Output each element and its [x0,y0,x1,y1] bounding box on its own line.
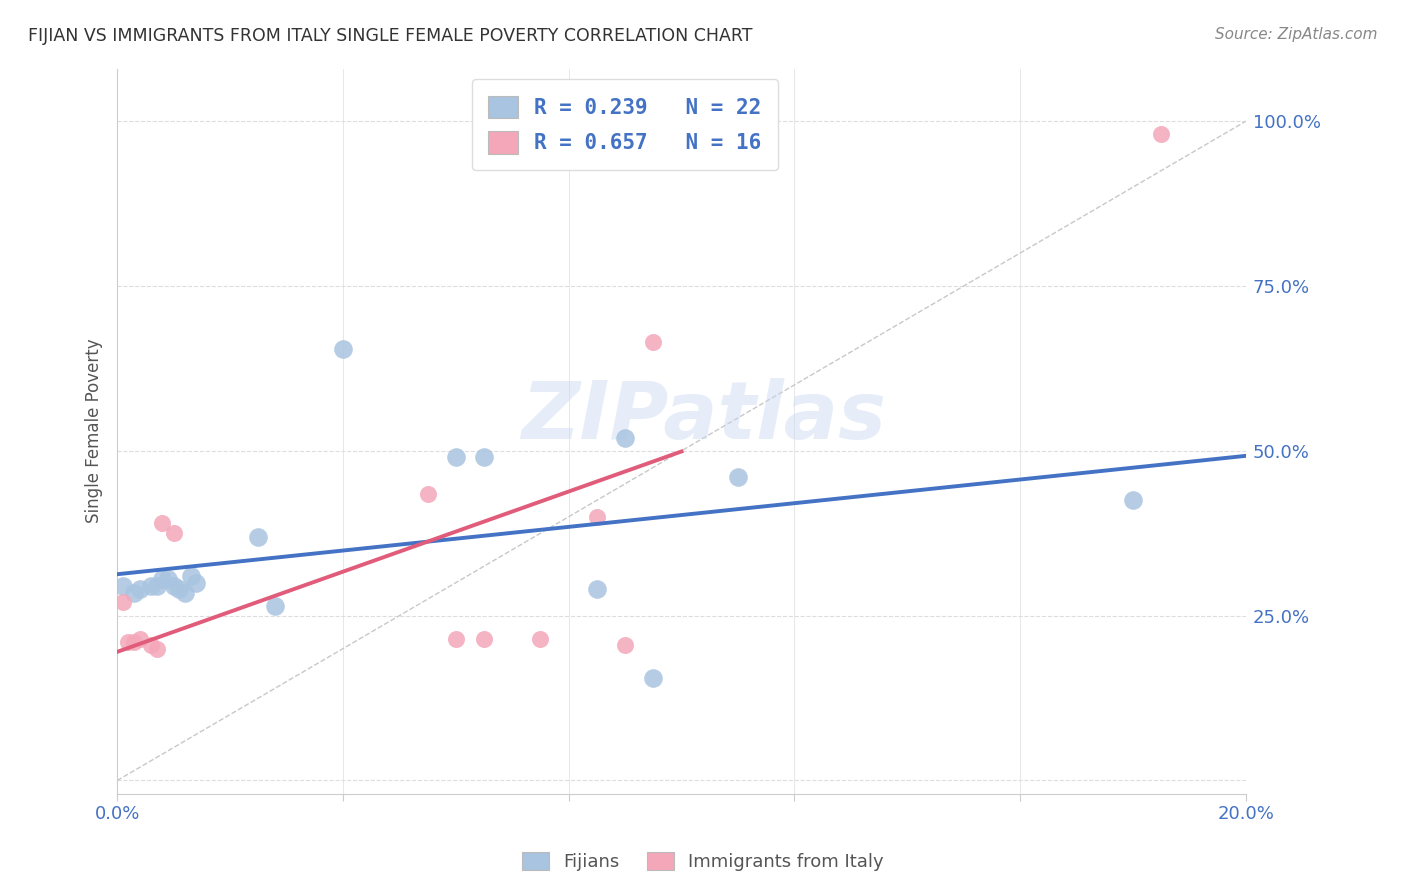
Point [128,632,150,646]
Legend: R = 0.239   N = 22, R = 0.657   N = 16: R = 0.239 N = 22, R = 0.657 N = 16 [472,78,779,170]
Point [1122,493,1144,508]
Point [614,638,637,652]
Point [444,450,467,465]
Text: Source: ZipAtlas.com: Source: ZipAtlas.com [1215,27,1378,42]
Point [150,573,173,587]
Point [167,582,190,597]
Point [585,582,607,597]
Point [264,599,287,613]
Point [139,579,162,593]
Point [247,530,270,544]
Point [122,635,145,649]
Point [150,516,173,531]
Point [111,579,134,593]
Point [186,575,208,590]
Text: ZIPatlas: ZIPatlas [522,377,887,456]
Point [174,585,197,599]
Point [585,509,607,524]
Point [145,641,167,656]
Point [128,582,150,597]
Y-axis label: Single Female Poverty: Single Female Poverty [86,339,103,524]
Point [111,595,134,609]
Point [529,632,551,646]
Point [614,431,637,445]
Point [472,632,495,646]
Point [643,671,665,685]
Point [162,526,184,541]
Point [444,632,467,646]
Point [472,450,495,465]
Point [156,573,179,587]
Point [727,470,749,484]
Point [180,569,202,583]
Point [1150,128,1173,142]
Point [139,638,162,652]
Text: FIJIAN VS IMMIGRANTS FROM ITALY SINGLE FEMALE POVERTY CORRELATION CHART: FIJIAN VS IMMIGRANTS FROM ITALY SINGLE F… [28,27,752,45]
Point [332,342,354,356]
Point [162,579,184,593]
Point [117,635,139,649]
Point [122,585,145,599]
Point [416,487,439,501]
Legend: Fijians, Immigrants from Italy: Fijians, Immigrants from Italy [515,845,891,879]
Point [643,335,665,350]
Point [145,579,167,593]
